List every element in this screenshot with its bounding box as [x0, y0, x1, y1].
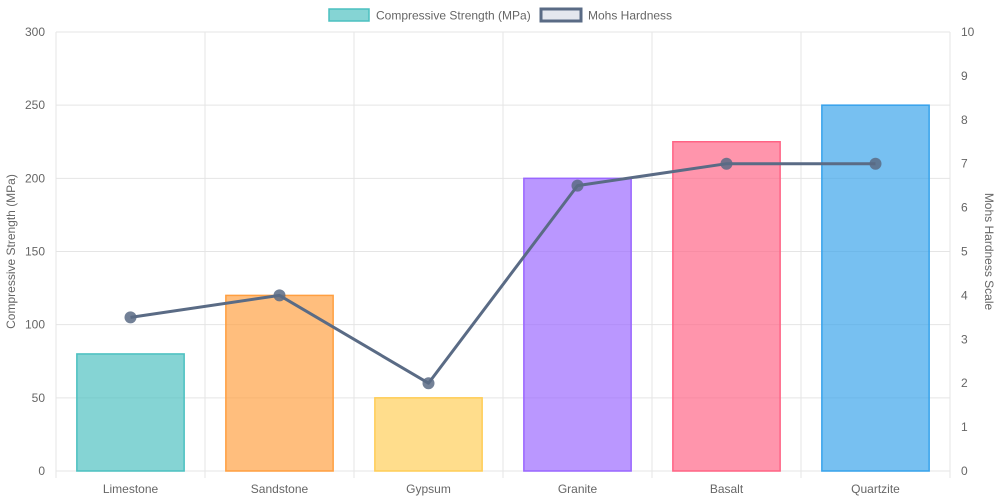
legend-swatch-hardness	[539, 7, 583, 23]
y-tick-label: 100	[25, 318, 45, 332]
bar-limestone	[76, 353, 185, 472]
y2-tick-label: 9	[961, 69, 968, 83]
y2-tick-label: 8	[961, 113, 968, 127]
y-tick-label: 300	[25, 25, 45, 39]
y2-tick-label: 4	[961, 288, 968, 302]
hardness-point-basalt	[720, 157, 733, 170]
hardness-point-sandstone	[273, 289, 286, 302]
x-tick-label: Gypsum	[406, 482, 451, 496]
y-tick-label: 0	[38, 464, 45, 478]
line-series	[124, 157, 882, 390]
x-tick-label: Quartzite	[851, 482, 900, 496]
bar-basalt	[672, 141, 781, 472]
legend-swatch-strength	[328, 8, 370, 22]
y-tick-label: 150	[25, 245, 45, 259]
y-tick-label: 200	[25, 171, 45, 185]
y2-tick-label: 5	[961, 245, 968, 259]
y-axis-title: Compressive Strength (MPa)	[4, 174, 18, 329]
legend: Compressive Strength (MPa) Mohs Hardness	[328, 7, 672, 23]
bar-granite	[523, 177, 632, 472]
y2-tick-label: 1	[961, 420, 968, 434]
y2-tick-label: 10	[961, 25, 975, 39]
y-tick-label: 50	[32, 391, 46, 405]
hardness-point-gypsum	[422, 377, 435, 390]
grid	[55, 31, 951, 478]
y2-axis-title: Mohs Hardness Scale	[982, 193, 996, 311]
axes: 0 50 100 150 200 250 300 0 1 2 3 4 5 6 7 8 9 10 Limestone S…	[4, 25, 996, 496]
y-tick-label: 250	[25, 98, 45, 112]
x-tick-label: Basalt	[710, 482, 744, 496]
x-tick-label: Limestone	[103, 482, 159, 496]
bar-series	[76, 104, 930, 472]
y2-tick-label: 6	[961, 201, 968, 215]
hardness-point-quartzite	[869, 157, 882, 170]
legend-label-strength: Compressive Strength (MPa)	[376, 9, 531, 23]
hardness-line	[130, 162, 876, 385]
y2-tick-label: 7	[961, 157, 968, 171]
y2-tick-label: 3	[961, 332, 968, 346]
x-tick-label: Granite	[558, 482, 598, 496]
y2-tick-label: 2	[961, 376, 968, 390]
y2-tick-label: 0	[961, 464, 968, 478]
bar-gypsum	[374, 397, 483, 472]
x-tick-label: Sandstone	[251, 482, 309, 496]
legend-label-hardness: Mohs Hardness	[588, 9, 672, 23]
hardness-point-limestone	[124, 311, 137, 324]
bar-sandstone	[225, 294, 334, 472]
hardness-point-granite	[571, 179, 584, 192]
